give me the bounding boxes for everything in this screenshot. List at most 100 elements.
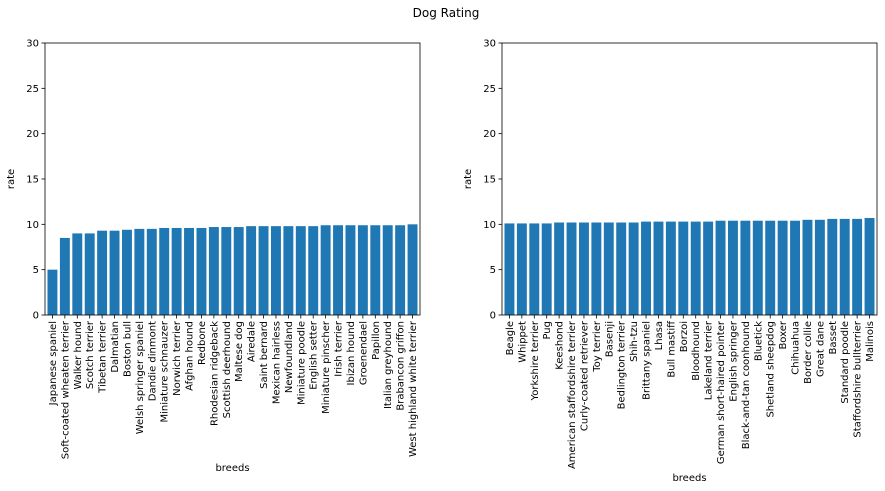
bar (333, 225, 344, 315)
x-tick-label: Boston bull (122, 321, 133, 377)
x-tick-label: Staffordshire bullterrier (853, 320, 864, 438)
x-tick-label: Bloodhound (691, 321, 702, 381)
y-tick-label: 15 (26, 175, 39, 186)
bar (628, 222, 639, 315)
chart-right: 0 5 10 15 20 25 30 Beagle Whippet Yorkshire terri… (463, 39, 878, 484)
figure-title: Dog Rating (413, 6, 480, 20)
x-tick-label: Rhodesian ridgeback (209, 321, 220, 426)
bar (578, 222, 589, 315)
bar (295, 226, 306, 315)
bar (814, 219, 825, 315)
bar (777, 220, 788, 315)
x-tick-label: Pug (542, 321, 553, 340)
x-tick-label: Soft-coated wheaten terrier (60, 320, 71, 459)
bar (97, 230, 108, 315)
x-tick-label: Norwich terrier (172, 320, 183, 396)
x-tick-label: West highland white terrier (408, 320, 419, 457)
y-axis-label: rate (463, 169, 474, 189)
x-tick-label: Chihuahua (791, 321, 802, 375)
bar (752, 220, 763, 315)
x-tick-label: Dandie dinmont (147, 321, 158, 401)
bar (59, 237, 70, 315)
bar (690, 221, 701, 315)
bar (790, 220, 801, 315)
bar (196, 227, 207, 315)
bar (233, 227, 244, 315)
bar (603, 222, 614, 315)
y-tick-label: 25 (26, 84, 39, 95)
x-tick-label: Border collie (803, 321, 814, 384)
bar (308, 226, 319, 315)
bar (84, 233, 95, 315)
x-tick-label: German short-haired pointer (716, 320, 727, 464)
bar (839, 218, 850, 315)
x-axis-label: breeds (672, 473, 706, 484)
bar (864, 217, 875, 315)
bar (121, 229, 132, 315)
x-tick-label: Boxer (778, 320, 789, 349)
bar (134, 228, 145, 315)
bar (802, 219, 813, 315)
x-tick-label: Yorkshire terrier (530, 320, 541, 401)
bar (852, 218, 863, 315)
y-tick-label: 0 (33, 311, 39, 322)
y-tick-label: 0 (490, 311, 496, 322)
bar (357, 225, 368, 315)
bar (171, 227, 182, 315)
bar (407, 224, 418, 315)
x-tick-label: Redbone (197, 321, 208, 365)
x-axis-label: breeds (215, 463, 249, 474)
x-tick-label: Toy terrier (592, 320, 603, 373)
bar (715, 220, 726, 315)
x-tick-label: Tibetan terrier (98, 320, 109, 394)
bar (516, 223, 527, 315)
y-tick-label: 10 (483, 220, 496, 231)
x-tick-label: Scottish deerhound (222, 321, 233, 418)
bar (641, 221, 651, 315)
bar (159, 227, 170, 315)
bar (566, 222, 577, 315)
x-tick-label: Miniature poodle (296, 321, 307, 405)
x-tick-label: Lakeland terrier (704, 320, 715, 400)
x-tick-label: Malinois (865, 321, 876, 362)
x-tick-label: Borzoi (679, 321, 690, 352)
x-tick-label: Miniature schnauzer (160, 320, 171, 422)
bar (665, 221, 676, 315)
y-tick-label: 15 (483, 175, 496, 186)
x-tick-label: Groenendael (358, 321, 369, 385)
bar (246, 226, 257, 315)
x-tick-label: Great dane (815, 321, 826, 377)
bar (283, 226, 294, 315)
x-tick-label: Maltese dog (234, 321, 245, 382)
bar (653, 221, 664, 315)
y-tick-label: 5 (33, 265, 39, 276)
x-tick-label: Whippet (517, 321, 528, 363)
x-tick-label: Afghan hound (185, 321, 196, 391)
x-tick-label: Bull mastiff (666, 320, 677, 378)
bar (541, 223, 552, 315)
bar (208, 227, 219, 315)
x-tick-label: Walker hound (73, 321, 84, 390)
y-tick-label: 30 (483, 39, 496, 50)
bar (727, 220, 738, 315)
bar (504, 223, 515, 315)
bar (395, 225, 406, 315)
bar (616, 222, 627, 315)
bar (345, 225, 356, 315)
x-tick-label: Shih-tzu (629, 321, 640, 362)
bar (146, 228, 157, 315)
x-tick-label: Dalmatian (110, 321, 121, 373)
bar (740, 220, 751, 315)
x-tick-label: English springer (728, 320, 739, 402)
x-tick-label: Basenji (604, 321, 615, 357)
x-tick-label: Scotch terrier (85, 320, 96, 389)
x-tick-label: Basset (828, 321, 839, 355)
y-tick-label: 5 (490, 265, 496, 276)
y-tick-label: 10 (26, 220, 39, 231)
bar (765, 220, 776, 315)
bar (184, 227, 194, 315)
bar (72, 233, 83, 315)
bar (370, 225, 381, 315)
